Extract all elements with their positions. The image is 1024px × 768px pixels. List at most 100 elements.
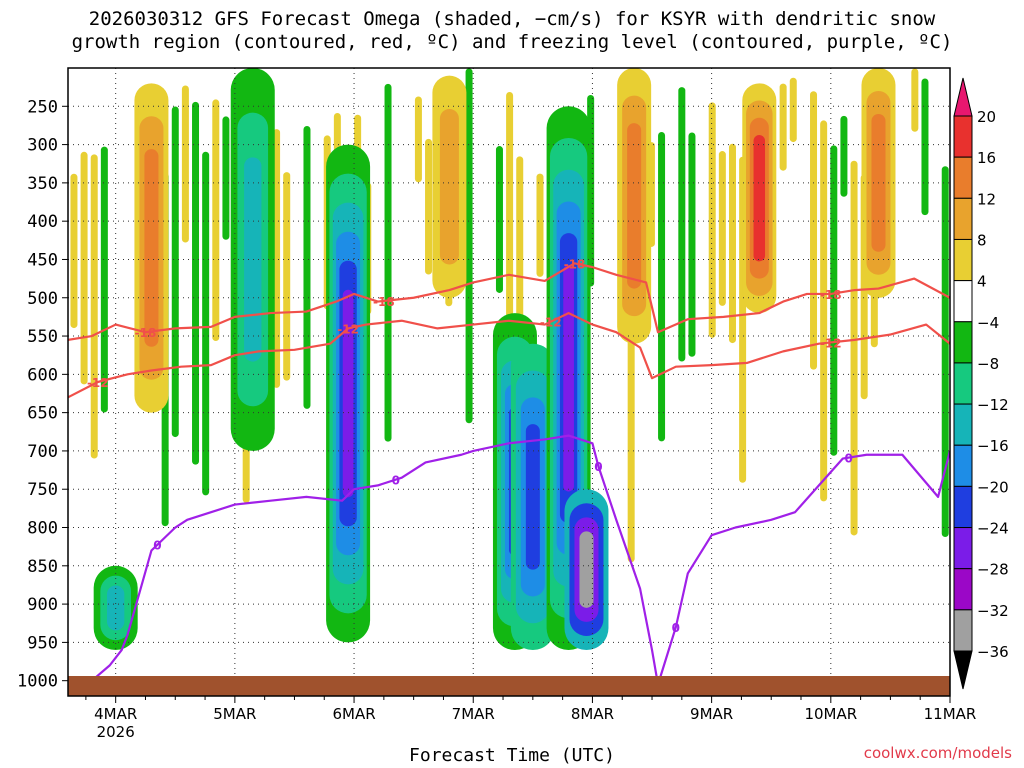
omega-cell <box>244 157 262 362</box>
omega-shading <box>70 68 949 651</box>
omega-cell <box>579 531 594 608</box>
contour-label: 0 <box>594 460 602 474</box>
colorbar: 20 16 12 8 4 −4 −8 −12 −16 −20 −24 −28 −32 −36 <box>953 77 1009 690</box>
temperature-contours: -18 -18 -18 -18 -12 -12 -12 -12 0 0 0 0 0 <box>68 257 950 690</box>
colorbar-box <box>953 444 973 487</box>
colorbar-top-arrow <box>953 77 973 117</box>
omega-cell <box>921 78 929 216</box>
colorbar-box <box>953 321 973 364</box>
omega-cell <box>80 151 88 385</box>
omega-cell <box>171 106 179 438</box>
contour-minus18 <box>68 262 950 341</box>
ground-terrain <box>68 676 950 696</box>
y-tick-label: 950 <box>27 633 58 653</box>
x-tick-label: 10MAR <box>804 705 857 723</box>
colorbar-box <box>953 115 973 158</box>
omega-cell <box>779 83 787 171</box>
omega-cell <box>830 145 838 456</box>
contour-label: -12 <box>540 316 562 330</box>
omega-cell <box>708 102 716 338</box>
contour-label: -18 <box>564 257 586 271</box>
omega-cell <box>181 85 189 243</box>
omega-cell <box>525 424 540 570</box>
colorbar-label: −4 <box>977 314 999 332</box>
y-tick-label: 650 <box>27 404 58 424</box>
colorbar-label: 20 <box>977 108 996 126</box>
x-axis: 4MAR 5MAR 6MAR 7MAR 8MAR 9MAR 10MAR 11MAR 2026 <box>85 696 976 741</box>
colorbar-box <box>953 156 973 199</box>
y-tick-label: 700 <box>27 442 58 462</box>
x-tick-label: 8MAR <box>571 705 614 723</box>
credit-link[interactable]: coolwx.com/models <box>863 744 1012 762</box>
colorbar-box <box>953 197 973 240</box>
colorbar-box <box>953 609 973 652</box>
y-tick-label: 550 <box>27 327 58 347</box>
contour-label: 0 <box>153 539 161 553</box>
y-tick-label: 450 <box>27 250 58 270</box>
chart-title-line2: growth region (contoured, red, ºC) and f… <box>71 31 953 53</box>
omega-cell <box>439 108 459 265</box>
x-tick-label: 7MAR <box>452 705 495 723</box>
omega-cell <box>536 173 544 277</box>
omega-cell <box>100 146 108 413</box>
x-tick-label: 6MAR <box>332 705 375 723</box>
contour-0 <box>68 434 950 690</box>
y-tick-label: 400 <box>27 212 58 232</box>
omega-cell <box>303 126 311 409</box>
colorbar-label: −28 <box>977 561 1009 579</box>
y-tick-label: 350 <box>27 174 58 194</box>
omega-cell <box>107 585 125 631</box>
omega-cell <box>840 115 848 197</box>
colorbar-label: 4 <box>977 273 987 291</box>
contour-label: -18 <box>820 288 842 302</box>
omega-cell <box>810 91 818 370</box>
colorbar-box <box>953 362 973 405</box>
omega-cell <box>820 120 828 502</box>
colorbar-box <box>953 280 973 323</box>
colorbar-label: −24 <box>977 520 1009 538</box>
y-tick-label: 800 <box>27 519 58 539</box>
colorbar-box <box>953 485 973 529</box>
colorbar-label: −8 <box>977 355 999 373</box>
y-axis: 250 300 350 400 450 500 550 600 650 700 750 800 850 9… <box>17 97 68 692</box>
colorbar-label: 16 <box>977 149 996 167</box>
omega-cell <box>212 99 220 342</box>
omega-cell <box>563 264 574 492</box>
contour-minus12 <box>68 311 950 399</box>
omega-cell <box>728 143 736 344</box>
colorbar-label: −36 <box>977 643 1009 661</box>
x-tick-label: 4MAR <box>94 705 137 723</box>
omega-cell <box>506 92 514 335</box>
omega-cell <box>850 160 858 536</box>
colorbar-box <box>953 238 973 282</box>
omega-cell <box>941 166 949 538</box>
colorbar-box <box>953 403 973 446</box>
omega-cell <box>753 135 766 262</box>
colorbar-box <box>953 568 973 611</box>
contour-label: -12 <box>87 376 109 390</box>
omega-cell <box>384 83 392 442</box>
plot-frame <box>67 67 951 697</box>
y-tick-label: 850 <box>27 557 58 577</box>
x-year-label: 2026 <box>97 723 135 741</box>
y-tick-label: 1000 <box>17 672 58 692</box>
y-tick-label: 750 <box>27 480 58 500</box>
y-tick-label: 250 <box>27 97 58 117</box>
omega-cell <box>414 96 422 183</box>
omega-cell <box>144 149 159 347</box>
omega-cell <box>222 116 230 240</box>
x-axis-label: Forecast Time (UTC) <box>409 745 615 766</box>
omega-cell <box>658 132 666 442</box>
omega-cell <box>465 68 473 424</box>
omega-cell <box>342 289 354 498</box>
y-tick-label: 300 <box>27 136 58 156</box>
omega-cell <box>495 146 503 293</box>
colorbar-bottom-arrow <box>953 650 973 690</box>
colorbar-label: −32 <box>977 602 1009 620</box>
omega-cell <box>627 123 642 289</box>
colorbar-label: −20 <box>977 478 1009 496</box>
omega-cell <box>202 151 210 496</box>
omega-cell <box>273 129 281 388</box>
y-tick-label: 900 <box>27 595 58 615</box>
